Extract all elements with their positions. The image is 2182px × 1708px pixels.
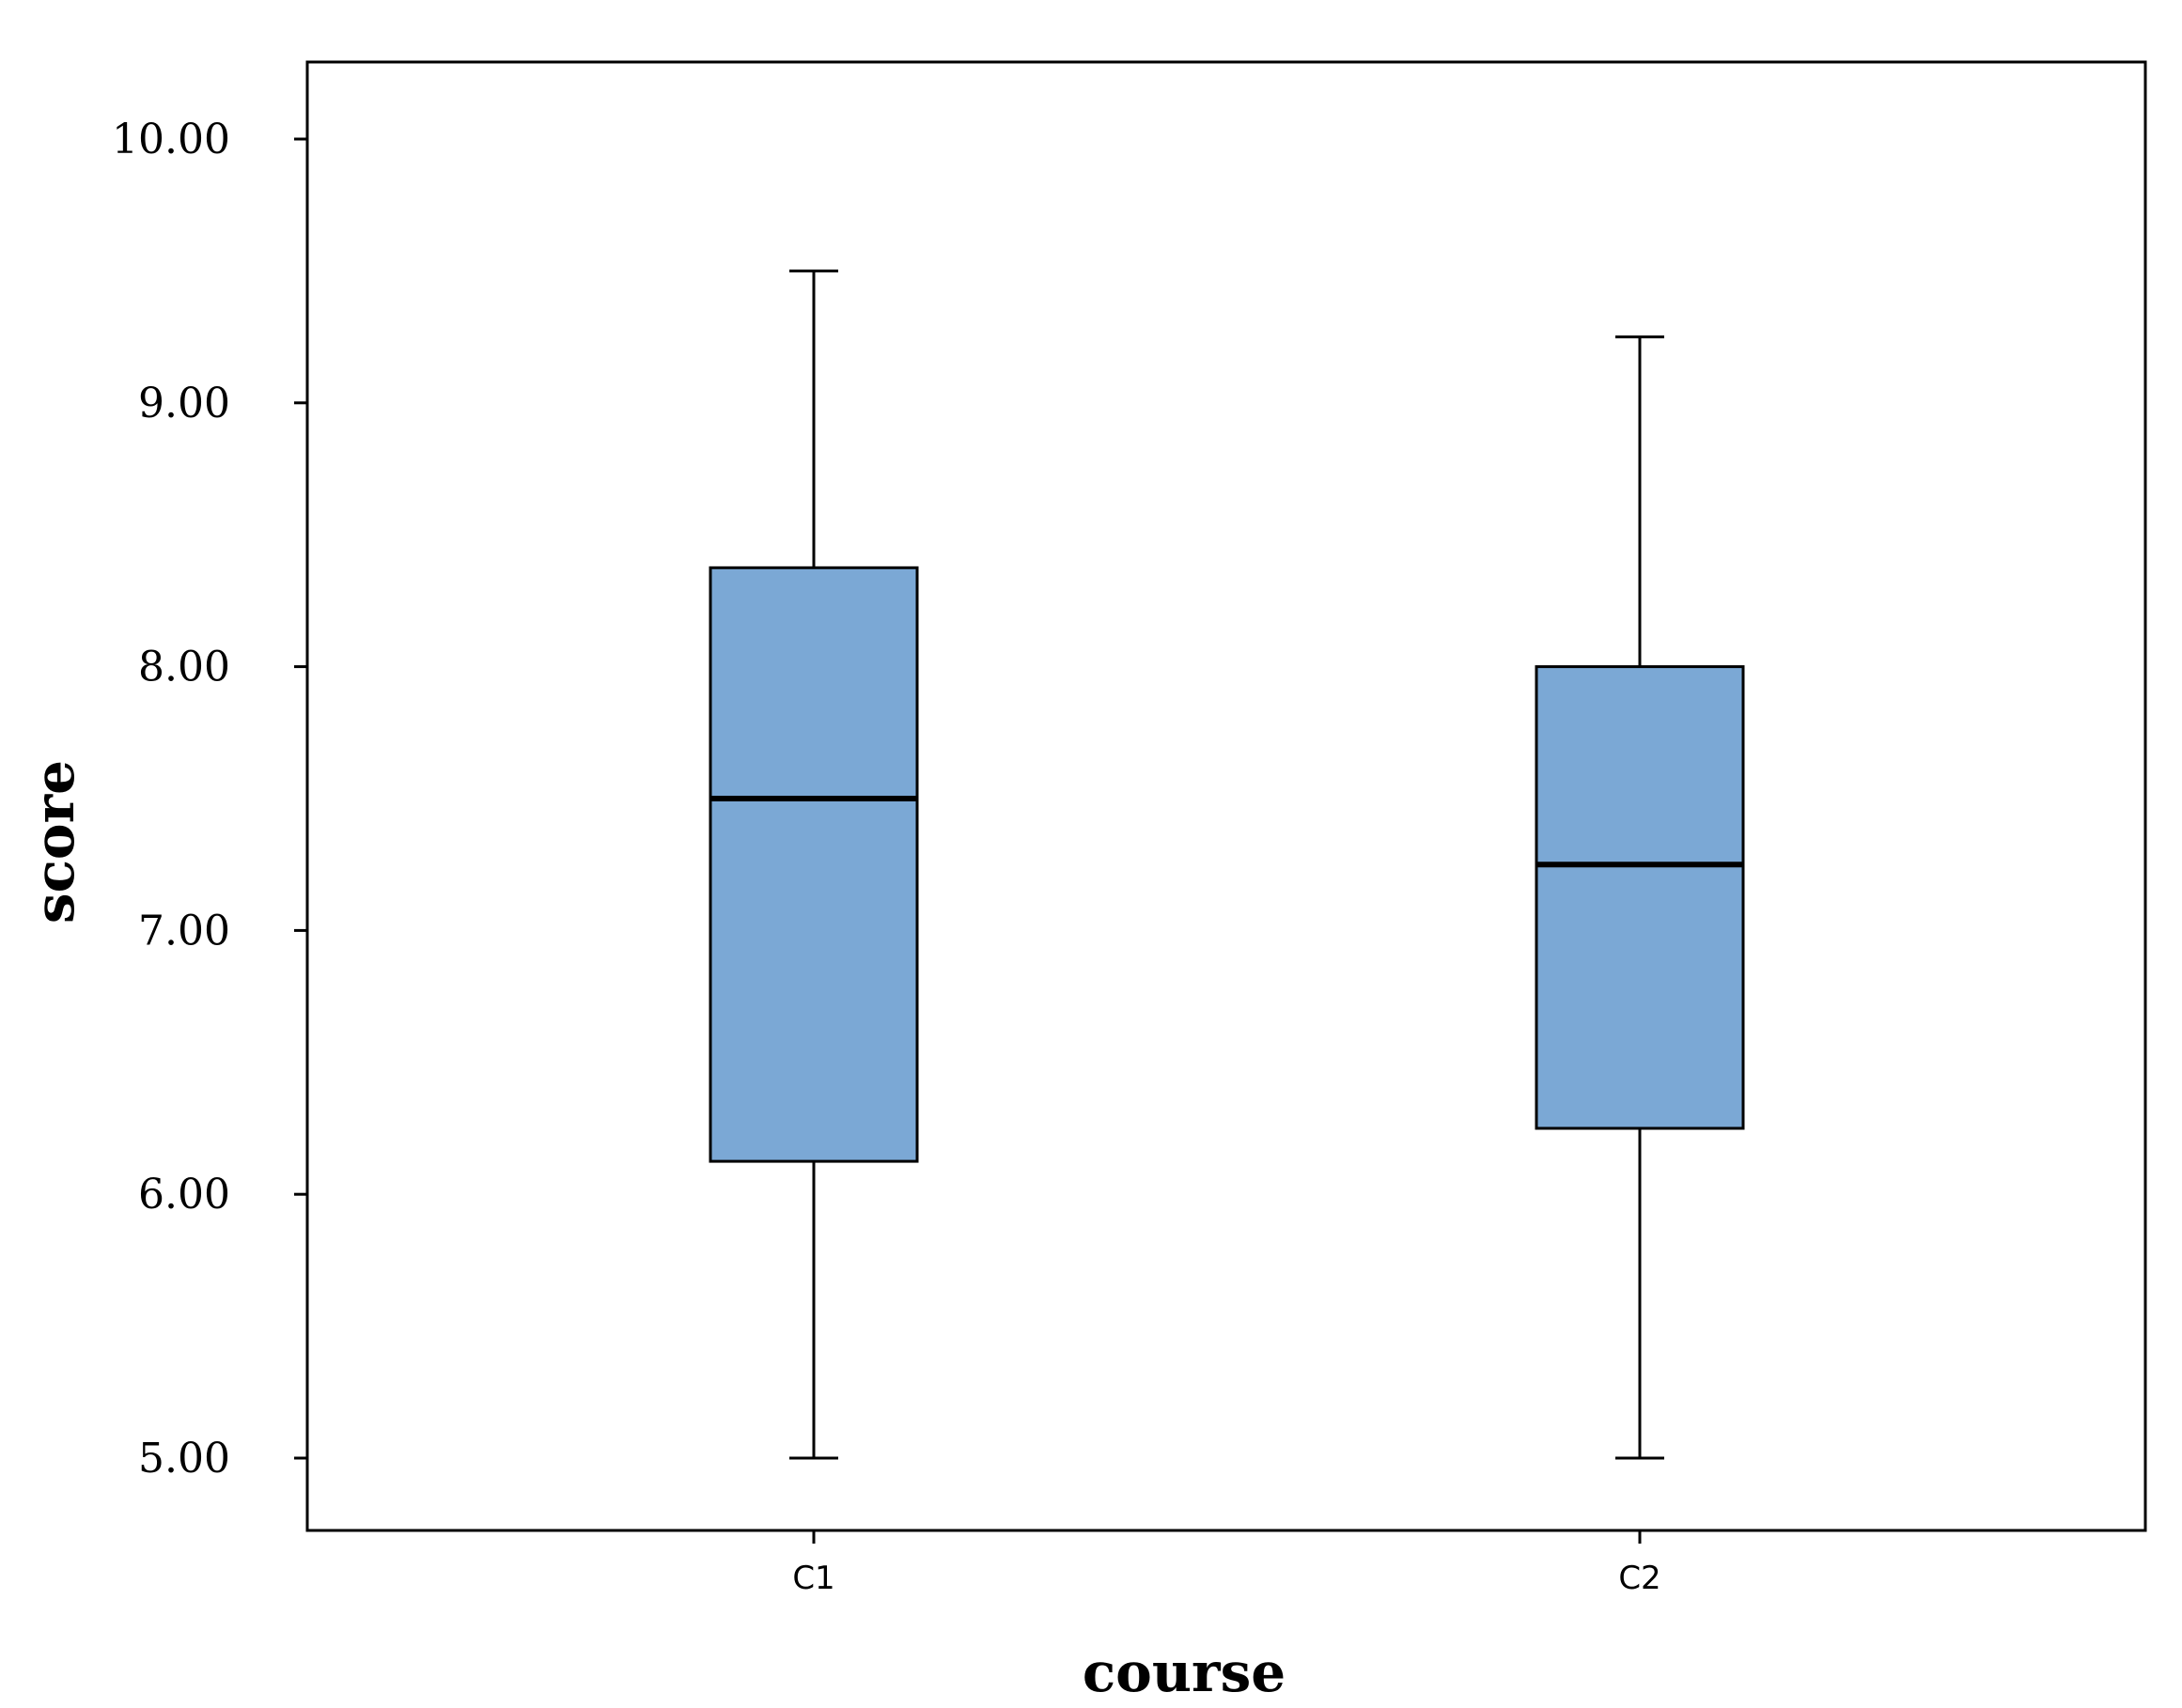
x-tick-label: C2 [1618, 1560, 1660, 1597]
iqr-box [709, 566, 919, 1163]
y-tick-label: 7.00 [138, 907, 230, 955]
y-axis: 5.00 6.00 7.00 8.00 9.00 10.00 [112, 116, 307, 1483]
y-tick-label: 10.00 [112, 116, 230, 163]
box-C1 [709, 269, 919, 1460]
y-tick-label: 6.00 [138, 1171, 230, 1219]
box-series [709, 269, 1745, 1460]
y-tick-label: 9.00 [138, 380, 230, 427]
y-axis-title: score [23, 760, 86, 924]
x-axis-title: course [1083, 1640, 1286, 1704]
x-tick-label: C1 [792, 1560, 834, 1597]
box-C2 [1535, 335, 1745, 1460]
x-axis: C1 C2 [792, 1530, 1661, 1597]
y-tick-label: 5.00 [138, 1435, 230, 1483]
y-tick-label: 8.00 [138, 644, 230, 691]
plot-frame [305, 60, 2147, 1532]
iqr-box [1535, 665, 1745, 1130]
